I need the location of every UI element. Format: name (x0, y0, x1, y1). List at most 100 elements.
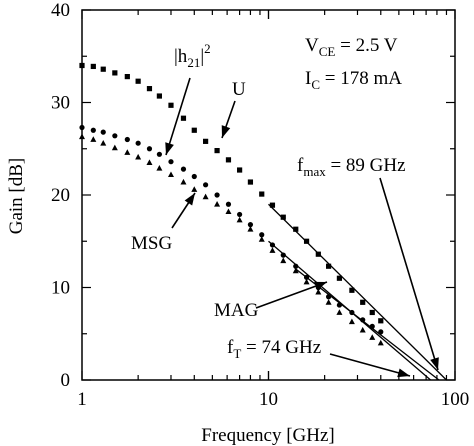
u-point (369, 309, 375, 316)
label-h21: |h21|2 (174, 41, 211, 70)
y-tick-label: 40 (51, 0, 70, 21)
h21-point (303, 274, 310, 280)
h21-point (280, 252, 286, 258)
h21-point (360, 317, 366, 323)
msg-mag-point (336, 309, 343, 315)
arrow-ft-head (397, 368, 410, 378)
msg-mag-point (359, 326, 366, 333)
label-mag: MAG (214, 300, 259, 321)
arrow-mag-head (314, 281, 327, 291)
h21-point (378, 329, 384, 335)
u-point (100, 66, 106, 72)
h21-point (349, 309, 355, 316)
msg-mag-point (236, 216, 243, 223)
u-point (325, 263, 332, 269)
u-point (135, 78, 141, 84)
msg-mag-point (135, 153, 142, 160)
label-u: U (232, 79, 246, 100)
h21-point (259, 232, 265, 238)
msg-mag-point (369, 334, 376, 340)
h21-point (369, 323, 375, 329)
axis-tick-labels: 1 10 100 0 10 20 30 40 (51, 0, 469, 410)
arrow-mag (255, 281, 328, 309)
msg-mag-point (191, 186, 198, 192)
msg-mag-point (202, 193, 209, 200)
u-point (90, 63, 96, 70)
h21-point (336, 302, 343, 308)
msg-mag-point (124, 149, 131, 155)
h21-point (146, 146, 153, 152)
h21-point (168, 159, 174, 165)
msg-mag-point (180, 178, 187, 185)
arrow-h21 (165, 77, 191, 156)
u-point (225, 157, 232, 163)
h21-point (225, 201, 232, 207)
msg-mag-point (214, 201, 221, 207)
arrow-msg-head (184, 193, 195, 206)
x-tick-label: 1 (77, 389, 87, 410)
arrow-u-head (221, 125, 231, 138)
msg-mag-point (146, 159, 153, 166)
msg-mag-point (303, 278, 310, 285)
msg-mag-point (292, 267, 299, 274)
arrow-h21-head (165, 142, 174, 155)
u-point (315, 251, 321, 257)
u-point (156, 93, 162, 99)
h21-point (180, 166, 187, 172)
arrow-fmax-head (430, 357, 439, 370)
u-point (79, 62, 85, 69)
u-point (360, 299, 366, 305)
label-ft: fT = 74 GHz (227, 337, 321, 361)
u-point (146, 86, 153, 92)
y-tick-label: 0 (61, 370, 71, 391)
msg-mag-point (156, 164, 163, 171)
x-tick-label: 10 (259, 389, 278, 410)
h21-point (203, 182, 209, 188)
u-point (293, 226, 299, 232)
u-point (269, 202, 276, 208)
h21-point (135, 140, 141, 146)
h21-point (269, 242, 276, 248)
y-tick-label: 10 (51, 278, 70, 299)
u-point (259, 191, 265, 197)
plot-frame (81, 9, 456, 381)
arrow-ft (329, 353, 411, 377)
y-tick-label: 30 (51, 93, 70, 114)
u-point (180, 115, 187, 121)
msg-mag-point (258, 236, 265, 242)
msg-mag-point (100, 140, 107, 146)
h21-point (247, 222, 254, 228)
u-point (203, 138, 209, 144)
h21-point (214, 192, 220, 198)
msg-mag-point (348, 318, 355, 325)
u-point (336, 275, 343, 281)
u-point (378, 318, 384, 324)
condition-ic: IC = 178 mA (305, 68, 402, 92)
axis-ticks (81, 9, 456, 381)
arrow-fmax (379, 177, 439, 371)
u-point (349, 287, 355, 293)
h21-point (100, 129, 106, 135)
label-fmax: fmax = 89 GHz (297, 155, 406, 179)
msg-mag-point (111, 144, 118, 151)
msg-mag-point (325, 299, 332, 305)
y-axis-title: Gain [dB] (6, 158, 27, 235)
x-axis-title: Frequency [GHz] (201, 425, 334, 446)
msg-mag-point (90, 136, 97, 142)
y-tick-label: 20 (51, 185, 70, 206)
msg-mag-point (79, 133, 85, 140)
h21-point (156, 151, 162, 157)
h21-point (191, 173, 197, 180)
msg-mag-point (225, 208, 232, 215)
data-series (79, 62, 384, 346)
u-point (237, 167, 243, 173)
h21-point (112, 133, 118, 139)
fit-line (268, 203, 447, 381)
x-tick-label: 100 (441, 389, 470, 410)
h21-point (293, 263, 299, 269)
msg-mag-point (280, 257, 287, 264)
u-point (112, 70, 118, 76)
u-point (303, 238, 310, 244)
condition-vce: VCE = 2.5 V (305, 35, 398, 59)
